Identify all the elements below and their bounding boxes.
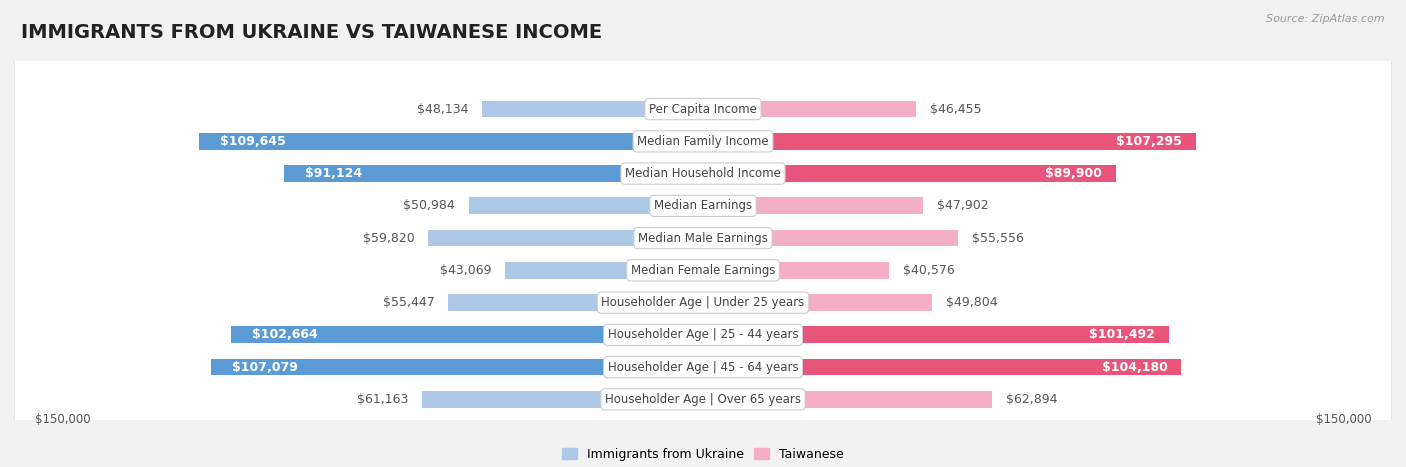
- Text: $50,984: $50,984: [404, 199, 456, 212]
- Bar: [703, 359, 1181, 375]
- Text: $48,134: $48,134: [416, 103, 468, 116]
- Text: $107,295: $107,295: [1116, 135, 1182, 148]
- Text: $62,894: $62,894: [1005, 393, 1057, 406]
- Text: $55,556: $55,556: [972, 232, 1024, 245]
- Text: $109,645: $109,645: [221, 135, 285, 148]
- Bar: [505, 262, 703, 279]
- Text: Median Family Income: Median Family Income: [637, 135, 769, 148]
- Text: Median Earnings: Median Earnings: [654, 199, 752, 212]
- Text: $47,902: $47,902: [936, 199, 988, 212]
- FancyBboxPatch shape: [14, 0, 1392, 467]
- FancyBboxPatch shape: [14, 0, 1392, 467]
- Bar: [422, 391, 703, 408]
- FancyBboxPatch shape: [14, 0, 1392, 467]
- Legend: Immigrants from Ukraine, Taiwanese: Immigrants from Ukraine, Taiwanese: [562, 448, 844, 461]
- FancyBboxPatch shape: [14, 0, 1392, 467]
- Bar: [703, 391, 991, 408]
- Bar: [482, 101, 703, 118]
- Text: Householder Age | 45 - 64 years: Householder Age | 45 - 64 years: [607, 361, 799, 374]
- FancyBboxPatch shape: [14, 0, 1392, 467]
- Text: $102,664: $102,664: [252, 328, 318, 341]
- Text: Median Household Income: Median Household Income: [626, 167, 780, 180]
- FancyBboxPatch shape: [14, 0, 1392, 467]
- Text: $59,820: $59,820: [363, 232, 415, 245]
- Text: Householder Age | Under 25 years: Householder Age | Under 25 years: [602, 296, 804, 309]
- Bar: [211, 359, 703, 375]
- FancyBboxPatch shape: [14, 0, 1392, 467]
- FancyBboxPatch shape: [14, 0, 1392, 467]
- Bar: [703, 165, 1116, 182]
- Text: Per Capita Income: Per Capita Income: [650, 103, 756, 116]
- Bar: [703, 326, 1170, 343]
- Text: Median Male Earnings: Median Male Earnings: [638, 232, 768, 245]
- Bar: [703, 133, 1195, 150]
- Text: IMMIGRANTS FROM UKRAINE VS TAIWANESE INCOME: IMMIGRANTS FROM UKRAINE VS TAIWANESE INC…: [21, 23, 602, 42]
- FancyBboxPatch shape: [14, 0, 1392, 467]
- Text: $91,124: $91,124: [305, 167, 363, 180]
- Bar: [429, 230, 703, 247]
- FancyBboxPatch shape: [14, 0, 1392, 467]
- Text: $150,000: $150,000: [1316, 413, 1371, 426]
- Text: $89,900: $89,900: [1045, 167, 1102, 180]
- Bar: [200, 133, 703, 150]
- Text: $46,455: $46,455: [931, 103, 981, 116]
- Text: Median Female Earnings: Median Female Earnings: [631, 264, 775, 277]
- Text: $104,180: $104,180: [1102, 361, 1168, 374]
- Text: $61,163: $61,163: [357, 393, 408, 406]
- Bar: [703, 230, 957, 247]
- Bar: [468, 198, 703, 214]
- Bar: [703, 101, 917, 118]
- Text: $107,079: $107,079: [232, 361, 298, 374]
- Text: $150,000: $150,000: [35, 413, 90, 426]
- Text: Householder Age | Over 65 years: Householder Age | Over 65 years: [605, 393, 801, 406]
- Bar: [449, 294, 703, 311]
- Text: $43,069: $43,069: [440, 264, 492, 277]
- Text: $55,447: $55,447: [382, 296, 434, 309]
- Bar: [284, 165, 703, 182]
- Text: $40,576: $40,576: [903, 264, 955, 277]
- Text: $49,804: $49,804: [945, 296, 997, 309]
- Text: Source: ZipAtlas.com: Source: ZipAtlas.com: [1267, 14, 1385, 24]
- Bar: [703, 294, 932, 311]
- Text: $101,492: $101,492: [1090, 328, 1156, 341]
- Bar: [232, 326, 703, 343]
- Text: Householder Age | 25 - 44 years: Householder Age | 25 - 44 years: [607, 328, 799, 341]
- Bar: [703, 262, 890, 279]
- Bar: [703, 198, 922, 214]
